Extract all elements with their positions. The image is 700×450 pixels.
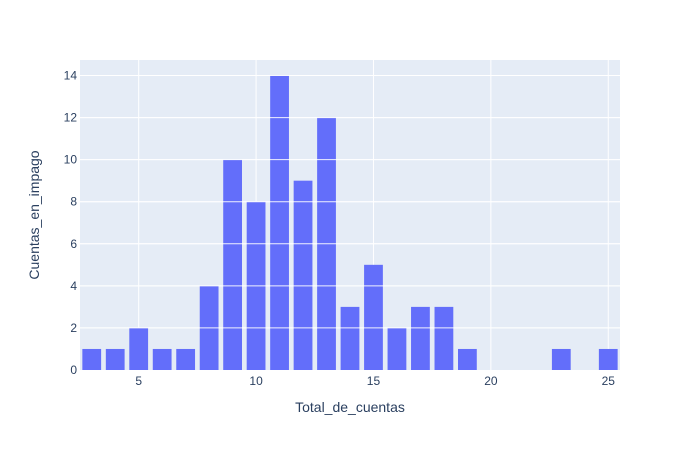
bar: [551, 348, 571, 370]
bar: [129, 327, 149, 370]
bar: [152, 348, 172, 370]
bar: [176, 348, 196, 370]
y-tick-label: 12: [64, 111, 78, 125]
y-tick-label: 0: [70, 363, 77, 377]
bar: [223, 159, 242, 370]
x-tick-label: 20: [484, 374, 498, 388]
x-tick-labels: 5 10 15 20 25: [135, 374, 615, 388]
bar: [387, 327, 407, 370]
bar: [82, 348, 102, 370]
bar: [458, 348, 477, 370]
x-tick-label: 5: [135, 374, 142, 388]
y-tick-label: 2: [70, 321, 77, 335]
bar: [105, 348, 125, 370]
bar: [598, 348, 618, 370]
bars: [80, 74, 620, 371]
bar: [411, 306, 430, 370]
x-tick-label: 25: [602, 374, 616, 388]
y-axis-title: Cuentas_en_impago: [26, 150, 42, 279]
bar: [293, 180, 313, 370]
y-tick-label: 8: [70, 195, 77, 209]
gridline-overlay: [80, 74, 620, 329]
x-axis-title: Total_de_cuentas: [295, 399, 405, 415]
y-tick-label: 14: [64, 68, 78, 82]
bar: [270, 75, 289, 371]
bar: [340, 306, 360, 370]
bar: [364, 264, 383, 370]
y-tick-label: 6: [70, 237, 77, 251]
x-tick-label: 10: [249, 374, 263, 388]
y-tick-labels: 0 2 4 6 8 10 12 14: [64, 68, 78, 377]
y-tick-label: 10: [64, 153, 78, 167]
bar: [434, 306, 454, 370]
x-tick-label: 15: [367, 374, 381, 388]
y-tick-label: 4: [70, 279, 77, 293]
